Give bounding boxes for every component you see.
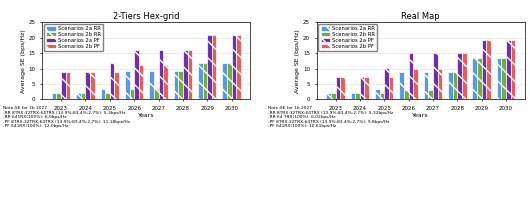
- Bar: [129, 89, 134, 99]
- Bar: [139, 65, 144, 99]
- Y-axis label: Average SE (bps/Hz): Average SE (bps/Hz): [21, 29, 25, 93]
- Legend: Scenarios 2a RR, Scenarios 2b RR, Scenarios 2a PF, Scenarios 2b PF: Scenarios 2a RR, Scenarios 2b RR, Scenar…: [44, 24, 103, 51]
- Bar: [399, 72, 404, 99]
- Bar: [198, 63, 202, 99]
- Bar: [207, 35, 212, 99]
- Bar: [351, 93, 355, 99]
- Bar: [149, 71, 154, 99]
- Bar: [384, 68, 389, 99]
- Bar: [101, 89, 105, 99]
- Bar: [477, 58, 482, 99]
- Bar: [472, 58, 477, 99]
- Bar: [76, 93, 81, 99]
- Bar: [81, 93, 85, 99]
- Bar: [154, 89, 158, 99]
- Bar: [389, 77, 393, 99]
- Bar: [448, 72, 453, 99]
- Bar: [331, 93, 335, 99]
- Bar: [66, 72, 70, 99]
- Bar: [212, 35, 216, 99]
- Bar: [125, 71, 129, 99]
- Bar: [90, 72, 95, 99]
- Bar: [433, 53, 438, 99]
- Bar: [340, 77, 345, 99]
- Bar: [360, 77, 365, 99]
- Bar: [457, 53, 462, 99]
- Bar: [178, 71, 183, 99]
- Bar: [183, 50, 188, 99]
- Bar: [227, 63, 232, 99]
- Bar: [428, 90, 433, 99]
- Bar: [501, 58, 506, 99]
- Bar: [355, 93, 360, 99]
- Bar: [506, 40, 510, 99]
- Bar: [232, 35, 236, 99]
- Bar: [326, 93, 331, 99]
- Bar: [375, 89, 379, 99]
- X-axis label: Years: Years: [138, 113, 155, 118]
- Bar: [379, 93, 384, 99]
- Bar: [409, 53, 413, 99]
- Bar: [158, 50, 163, 99]
- Bar: [52, 93, 57, 99]
- Y-axis label: Average SE (bps/Hz): Average SE (bps/Hz): [295, 29, 300, 93]
- Bar: [174, 71, 178, 99]
- Title: Real Map: Real Map: [401, 12, 440, 21]
- Bar: [365, 77, 369, 99]
- Text: Note:SE for 1b 2027
-RR 8TRX:32TRX:64TRX (13.9%:83.4%:2.7%): 5.3bps/Hz
-RR 641RX: Note:SE for 1b 2027 -RR 8TRX:32TRX:64TRX…: [3, 106, 130, 128]
- Bar: [188, 50, 192, 99]
- Bar: [163, 65, 168, 99]
- Bar: [335, 77, 340, 99]
- Title: 2-Tiers Hex-grid: 2-Tiers Hex-grid: [113, 12, 180, 21]
- Bar: [453, 72, 457, 99]
- Bar: [462, 53, 466, 99]
- Legend: Scenarios 2a RR, Scenarios 2b RR, Scenarios 2a PF, Scenarios 2b PF: Scenarios 2a RR, Scenarios 2b RR, Scenar…: [319, 24, 377, 51]
- Bar: [134, 50, 139, 99]
- Bar: [222, 63, 227, 99]
- Text: Note:SE for 1b 2027
-RR 8TRX:32TRX:64TRX (13.9%:83.4%:2.7%): 5.32bps/Hz
-RR 64 T: Note:SE for 1b 2027 -RR 8TRX:32TRX:64TRX…: [268, 106, 393, 128]
- Bar: [202, 63, 207, 99]
- Bar: [114, 72, 119, 99]
- Bar: [61, 72, 66, 99]
- Bar: [510, 40, 515, 99]
- X-axis label: Years: Years: [412, 113, 429, 118]
- Bar: [105, 93, 110, 99]
- Bar: [438, 69, 442, 99]
- Bar: [404, 90, 409, 99]
- Bar: [110, 63, 114, 99]
- Bar: [57, 93, 61, 99]
- Bar: [423, 72, 428, 99]
- Bar: [85, 72, 90, 99]
- Bar: [497, 58, 501, 99]
- Bar: [482, 40, 486, 99]
- Bar: [486, 40, 491, 99]
- Bar: [413, 69, 418, 99]
- Bar: [236, 35, 241, 99]
